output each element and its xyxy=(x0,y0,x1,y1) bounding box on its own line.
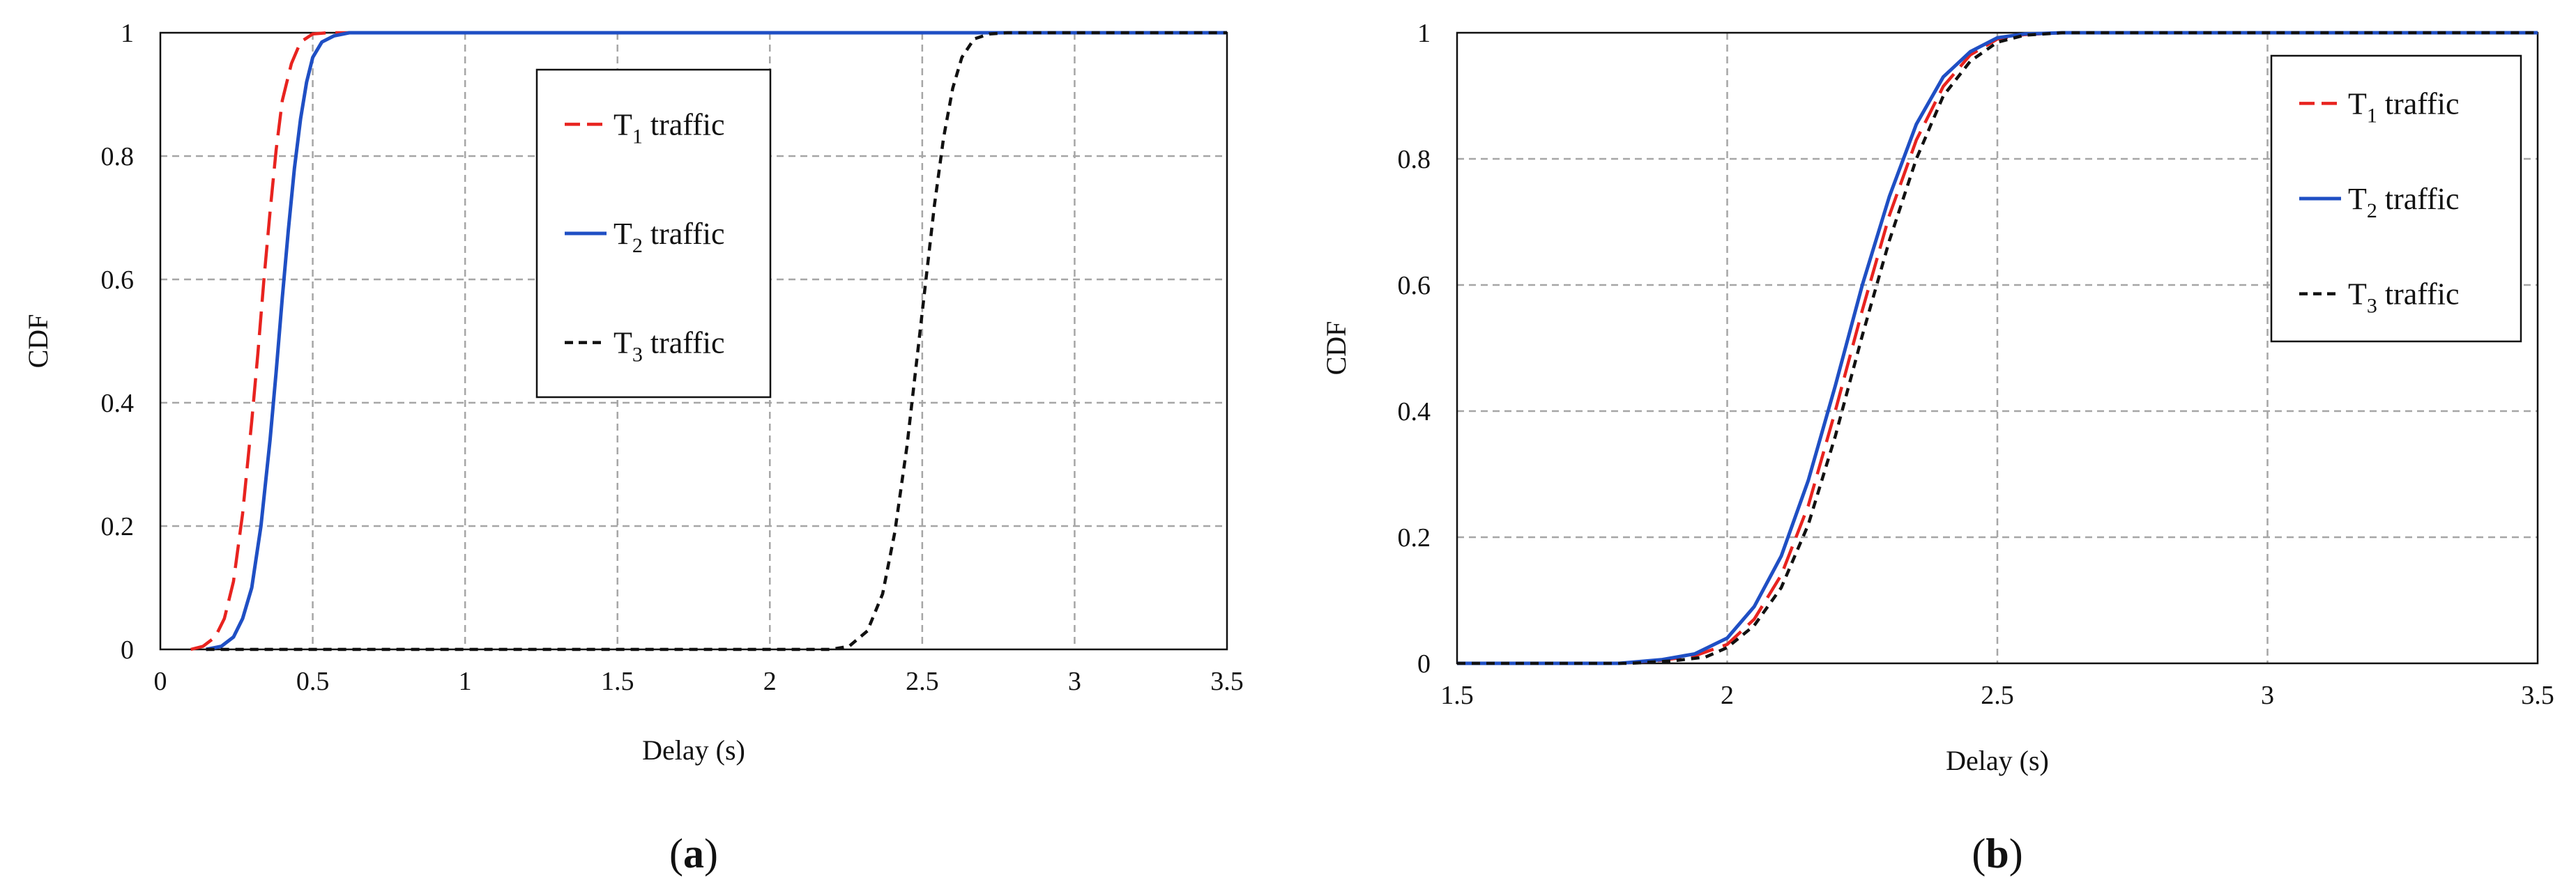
panel-b-x-axis-label: Delay (s) xyxy=(1946,745,2049,776)
panel-a-ytick-label: 0 xyxy=(121,635,134,665)
panel-a-legend-label-t2: T2 traffic xyxy=(613,217,725,257)
panel-a-series-t3-line xyxy=(206,31,1227,651)
panel-b-series-t3-line xyxy=(1457,31,2538,665)
panel-a-xtick-label: 1.5 xyxy=(601,667,634,696)
panel-b-ytick-label: 1 xyxy=(1417,19,1431,48)
panel-a-xtick-label: 2 xyxy=(763,667,777,696)
panel-b-legend-entry-t2: T2 traffic xyxy=(2299,182,2460,222)
panel-a-legend-entry-t1: T1 traffic xyxy=(565,107,725,148)
panel-b-legend-label-t1: T1 traffic xyxy=(2348,86,2460,127)
panel-b-gridlines xyxy=(1457,33,2538,663)
panel-a-ytick-label: 0.8 xyxy=(101,142,135,171)
panel-b-panel-label: (b) xyxy=(1972,831,2022,877)
panel-b-xtick-label: 1.5 xyxy=(1440,681,1474,710)
panel-a-ytick-label: 0.2 xyxy=(101,512,135,541)
panel-a-ytick-label: 1 xyxy=(121,19,134,48)
panel-a-legend: T1 traffic T2 traffic T3 traffic xyxy=(535,68,772,399)
panel-b-y-axis-label: CDF xyxy=(1320,321,1352,376)
panel-b-legend-label-t2: T2 traffic xyxy=(2348,182,2460,222)
panel-a-panel-label: (a) xyxy=(669,831,718,877)
panel-b-ytick-label: 0 xyxy=(1417,649,1431,679)
panel-a-legend-entry-t3: T3 traffic xyxy=(565,326,725,367)
panel-a-ytick-label: 0.4 xyxy=(101,389,135,418)
panel-a-xtick-label: 2.5 xyxy=(906,667,939,696)
panel-a-xtick-label: 0 xyxy=(154,667,167,696)
panel-a-y-axis-label: CDF xyxy=(22,314,54,369)
panel-a-legend-label-t1: T1 traffic xyxy=(613,107,725,148)
panel-a-legend-entry-t2: T2 traffic xyxy=(565,217,725,257)
panel-b-ytick-label: 0.8 xyxy=(1398,145,1431,174)
panel-b-series-t2-line xyxy=(1457,31,2538,665)
panel-b-ytick-label: 0.6 xyxy=(1398,271,1431,300)
panel-b-plot-frame xyxy=(1456,31,2539,665)
panel-b-legend-entry-t1: T1 traffic xyxy=(2299,86,2460,127)
panel-b-legend-entry-t3: T3 traffic xyxy=(2299,277,2460,318)
panel-a-series-t1-line xyxy=(190,31,1227,651)
panel-b: 1.5 2 2.5 3 3.5 0 0.2 0.4 0.6 0.8 1 Delay (s) CDF T1 … xyxy=(1320,19,2554,877)
panel-a-xtick-label: 3.5 xyxy=(1210,667,1244,696)
panel-b-xtick-label: 3.5 xyxy=(2521,681,2554,710)
panel-a-x-axis-label: Delay (s) xyxy=(642,734,745,766)
panel-a-xtick-label: 0.5 xyxy=(296,667,330,696)
panel-a-xtick-label: 3 xyxy=(1068,667,1081,696)
panel-b-legend: T1 traffic T2 traffic T3 traffic xyxy=(2270,54,2522,343)
panel-b-ytick-label: 0.4 xyxy=(1398,397,1431,426)
panel-a-xtick-label: 1 xyxy=(459,667,472,696)
panel-b-xtick-label: 2 xyxy=(1721,681,1734,710)
panel-b-legend-label-t3: T3 traffic xyxy=(2348,277,2460,318)
panel-a-ytick-label: 0.6 xyxy=(101,265,135,295)
panel-b-xtick-label: 2.5 xyxy=(1981,681,2014,710)
panel-b-xtick-label: 3 xyxy=(2261,681,2274,710)
panel-a-series-t2-line xyxy=(206,31,1227,651)
panel-b-ytick-label: 0.2 xyxy=(1398,523,1431,553)
panel-a-legend-label-t3: T3 traffic xyxy=(613,326,725,367)
panel-a: 0 0.5 1 1.5 2 2.5 3 3.5 0 0.2 0.4 0.6 0.8 1 Delay (s) C… xyxy=(22,19,1244,877)
